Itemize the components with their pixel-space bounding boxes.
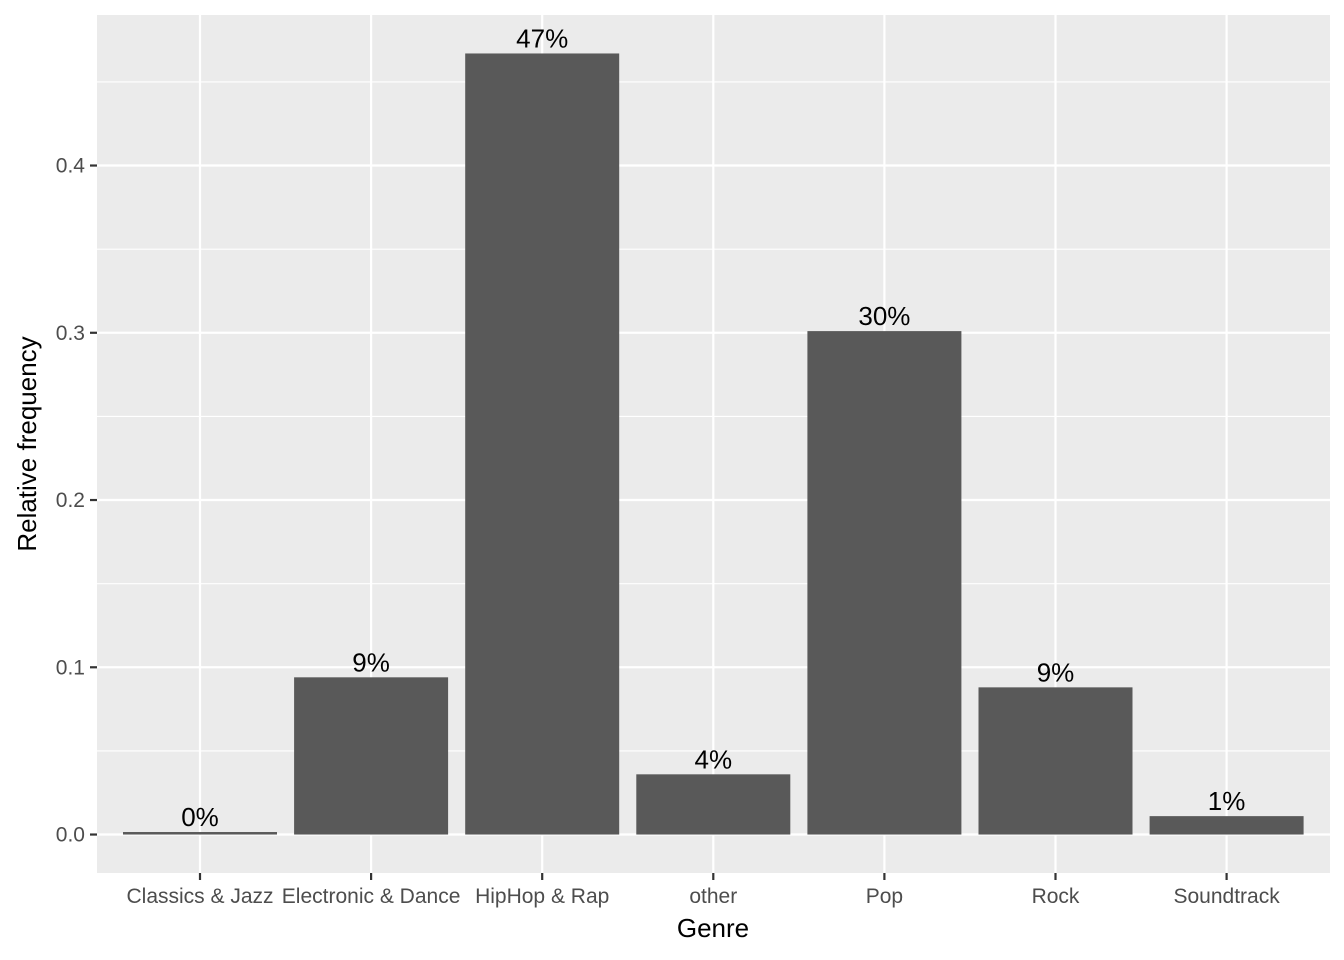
bars: [123, 53, 1304, 835]
bar: [465, 53, 620, 835]
x-axis-title: Genre: [677, 913, 749, 943]
y-tick-label: 0.4: [56, 155, 86, 178]
data-label: 9%: [1037, 657, 1075, 687]
data-labels: 0% 9% 47% 4% 30% 9% 1%: [181, 23, 1245, 832]
y-tick-label: 0.3: [56, 322, 85, 345]
y-axis: 0.0 0.1 0.2 0.3 0.4: [56, 155, 97, 847]
data-label: 47%: [516, 23, 568, 53]
bar: [123, 832, 277, 835]
bar: [807, 331, 962, 835]
x-axis: Classics & Jazz Electronic & Dance HipHop …: [126, 873, 1280, 908]
x-tick-label: Electronic & Dance: [282, 885, 461, 908]
y-tick-label: 0.0: [56, 824, 85, 847]
data-label: 0%: [181, 802, 219, 832]
x-tick-label: Classics & Jazz: [126, 885, 273, 908]
x-tick-label: Rock: [1032, 885, 1080, 908]
x-tick-label: Soundtrack: [1173, 885, 1280, 908]
y-tick-label: 0.1: [56, 656, 85, 679]
bar: [978, 687, 1133, 835]
x-tick-label: other: [689, 885, 737, 908]
y-tick-label: 0.2: [56, 489, 85, 512]
bar: [294, 677, 449, 835]
data-label: 30%: [858, 301, 910, 331]
y-axis-title: Relative frequency: [12, 336, 42, 551]
data-label: 1%: [1208, 786, 1246, 816]
data-label: 4%: [695, 744, 733, 774]
x-tick-label: Pop: [866, 885, 903, 908]
bar: [1149, 816, 1304, 835]
x-tick-label: HipHop & Rap: [475, 885, 609, 908]
bar: [636, 774, 791, 835]
data-label: 9%: [352, 647, 390, 677]
